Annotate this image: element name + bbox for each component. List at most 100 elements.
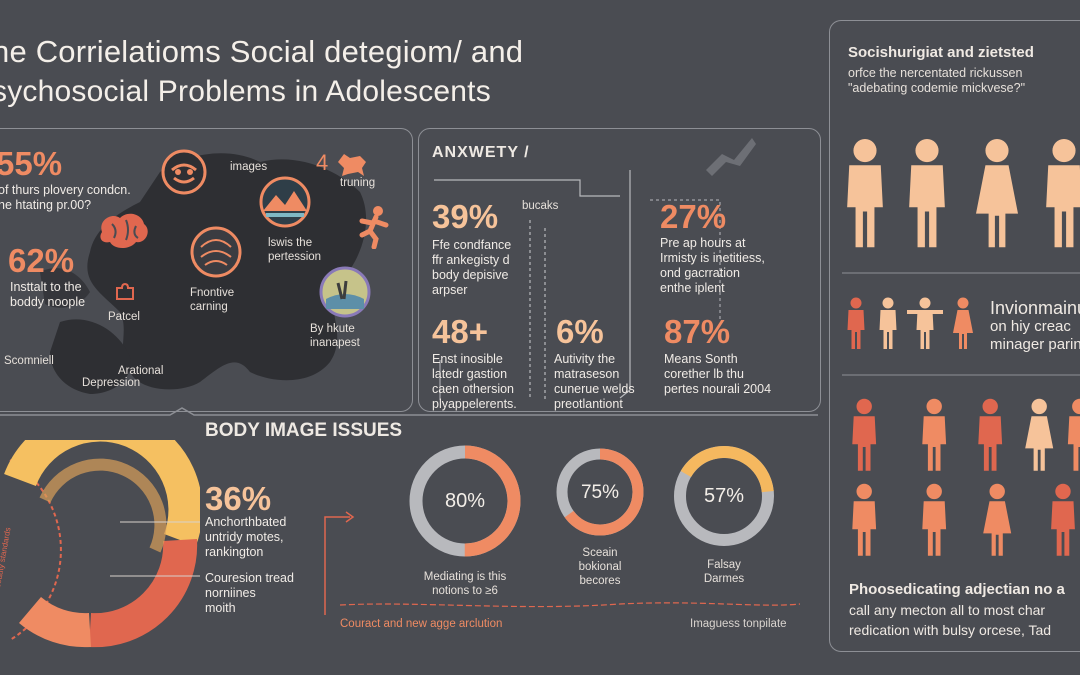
beach-scene-icon [319,266,371,318]
body-main-text: Anchorthbated untridy motes, rankington [205,515,286,560]
anxiety-stat-4-line-3: cunerue welds [554,382,635,396]
donut-1-caption: Mediating is this notions to ≥6 [380,570,550,598]
anxiety-heading: ANXWETY / [432,144,530,161]
donut-3-caption-1: Falsay [707,559,741,571]
map-label-images: images [230,161,268,173]
map-panel [0,128,413,412]
right-mid-line-2: on hiy creac [990,318,1071,335]
donut-2-arc [556,448,644,536]
body-main-line-1: Anchorthbated [205,515,287,529]
people-figures [842,139,1080,556]
body-footer-right: Imaguess tonpilate [690,618,787,630]
donut-1 [409,445,521,557]
anxiety-stat-5-value: 87% [664,313,731,350]
donut-3-arc [674,446,774,546]
body-secondary-line-2: norniines [205,586,256,600]
anxiety-stat-4-line-4: preotlantiont [554,397,623,411]
body-main-value: 36% [205,480,272,517]
donut-2-caption-2: bokional [578,561,622,573]
donut-1-caption-1: Mediating is this [423,571,507,583]
anxiety-stat-3-text: Enst inosible latedr gastion caen others… [432,352,517,412]
anxiety-stat-3-line-2: latedr gastion [432,367,508,381]
body-arrow-lines [324,511,801,615]
anxiety-panel [418,128,821,412]
right-mid-line-1: Invionmainu [990,298,1080,318]
anxiety-stat-3-line-4: plyappelerents. [432,397,517,411]
anxiety-stat-2-line-4: enthe iplent [660,281,725,295]
anxiety-connector-lines [434,170,721,400]
anxiety-stat-1-line-4: arpser [432,283,468,297]
animal-icon [338,154,366,176]
donut-2-caption-3: becores [579,575,621,587]
donut-2-caption: Sceain bokional becores [555,546,645,588]
map-label-depression: Depression [82,377,141,389]
anxiety-stat-5-line-2: corether lb thu [664,367,744,381]
map-stat-1-line-1: of thurs plovery condcn. [0,183,131,197]
map-stat-2-text: Insttalt to the boddy noople [10,280,85,310]
donut-1-value: 80% [444,490,486,512]
right-sub-2: "adebating codemie mickvese?" [848,81,1026,95]
map-label-byhkute-1: By hkute [310,323,355,335]
brain-icon [100,213,148,248]
anxiety-stat-5-line-3: pertes nourali 2004 [664,382,772,396]
anxiety-label-bucaks: bucaks [522,200,559,212]
title-line-2: sychosocial Problems in Adolescents [0,75,491,108]
right-mid-line-3: minager parin [990,336,1080,353]
running-person-icon [359,206,389,249]
map-stat-2-value: 62% [8,242,75,279]
right-bottom-line-3: redication with bulsy orcese, Tad [849,622,1052,638]
anxiety-stat-1-line-1: Ffe condfance [432,238,512,252]
semi-ring-chart [4,440,200,648]
anxiety-stat-4-line-1: Autivity the [554,352,616,366]
anxiety-stat-2-line-3: ond gacrration [660,266,740,280]
anxiety-stat-1-text: Ffe condfance ffr ankegisty d body depis… [432,238,511,298]
anxiety-stat-4-value: 6% [556,313,604,350]
anxiety-stat-1-line-3: body depisive [432,268,509,282]
map-label-frontive: Fnontive carning [190,286,234,314]
donut-3-caption-2: Darmes [703,573,745,585]
landscape-icon [259,176,311,228]
anxiety-stat-3-line-3: caen othersion [432,382,515,396]
map-label-pertession-2: pertession [268,251,322,263]
right-bottom-text: Phoosedicating adjectian no a call any m… [849,580,1065,640]
body-secondary-text: Couresion tread norniines moith [205,571,294,616]
map-label-frontive-1: Fnontive [190,287,235,299]
map-label-arational: Arational [118,365,164,377]
anxiety-stat-2-line-1: Pre ap hours at [660,236,746,250]
puzzle-icon [116,282,134,300]
map-label-4: 4 [316,150,329,175]
map-label-truning: truning [340,177,376,189]
title-line-1: he Corrielatioms Social detegiom/ and [0,34,524,69]
anxiety-stat-5-text: Means Sonth corether lb thu pertes noura… [664,352,771,397]
body-main-line-3: rankington [205,545,264,559]
map-stat-1-value: 55% [0,145,63,182]
donut-1-arc [409,445,521,557]
hand-pointer-icon [706,138,756,176]
right-panel [829,20,1080,652]
body-image-heading: BODY IMAGE ISSUES [205,420,403,441]
anxiety-stat-5-line-1: Means Sonth [664,352,738,366]
map-stat-1-line-2: he htating pr.00? [0,198,92,212]
donut-3 [674,446,774,546]
body-main-line-2: untridy motes, [205,530,284,544]
panel-connector [0,407,818,416]
donut-2-caption-1: Sceain [582,547,618,559]
donut-2 [556,448,644,536]
map-label-somnell: Scomniell [4,355,54,367]
right-bottom-line-1: Phoosedicating adjectian no a [849,581,1065,598]
map-label-frontive-2: carning [190,301,228,313]
map-label-byhkute: By hkute inanapest [310,322,360,350]
right-bottom-line-2: call any mecton all to most char [849,602,1046,618]
right-mid-text: Invionmainu on hiy creac minager parin [990,298,1080,354]
map-stat-2-line-2: boddy noople [10,295,86,309]
mask-face-icon [161,149,207,195]
map-stat-1-text: of thurs plovery condcn. he htating pr.0… [0,183,131,213]
head-profile-icon [190,226,242,278]
donut-3-caption: Falsay Darmes [671,558,777,586]
anxiety-stat-4-line-2: matraseson [554,367,620,381]
right-header: Socishurigiat and zietsted [848,44,1034,61]
body-footer-left: Couract and new agge arclution [340,618,503,630]
anxiety-stat-3-value: 48+ [432,313,488,350]
map-label-byhkute-2: inanapest [310,337,360,349]
anxiety-stat-1-line-2: ffr ankegisty d [432,253,510,267]
